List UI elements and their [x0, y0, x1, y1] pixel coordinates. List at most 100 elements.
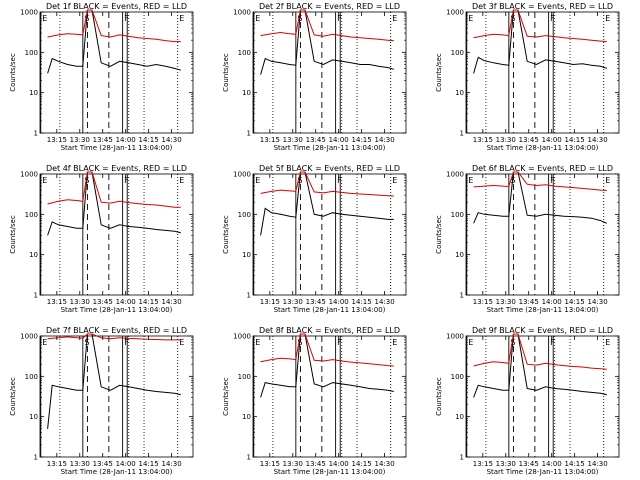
- y-tick-label: 1: [247, 292, 251, 300]
- event-marker-label: E: [605, 176, 610, 185]
- event-marker-label: E: [179, 14, 184, 23]
- x-tick-label: 14:30: [161, 298, 181, 306]
- event-marker-label: E: [392, 14, 397, 23]
- x-tick-label: 14:30: [374, 298, 394, 306]
- y-tick-label: 1000: [233, 171, 251, 179]
- y-tick-label: 10: [242, 89, 251, 97]
- x-tick-label: 13:45: [306, 298, 326, 306]
- y-tick-label: 10: [242, 413, 251, 421]
- event-marker-label: E: [468, 176, 473, 185]
- plot-frame: [252, 173, 407, 296]
- panel-title: Det 2f BLACK = Events, RED = LLD: [259, 2, 400, 11]
- x-tick-label: 13:45: [93, 136, 113, 144]
- x-tick-label: 13:45: [519, 298, 539, 306]
- x-tick-label: 14:30: [374, 136, 394, 144]
- x-tick-label: 14:30: [374, 460, 394, 468]
- y-tick-label: 100: [451, 211, 464, 219]
- x-tick-label: 14:15: [565, 136, 585, 144]
- x-tick-label: 13:30: [496, 136, 516, 144]
- series-line-lld: [260, 9, 394, 42]
- panel-title: Det 8f BLACK = Events, RED = LLD: [259, 326, 400, 335]
- x-axis-label: Start Time (28-Jan-11 13:04:00): [274, 144, 386, 152]
- x-axis-label: Start Time (28-Jan-11 13:04:00): [61, 468, 173, 476]
- x-tick-label: 14:15: [352, 460, 372, 468]
- y-axis-label: Counts/sec: [435, 215, 443, 254]
- plot-frame: [465, 11, 620, 134]
- y-axis-label: Counts/sec: [435, 377, 443, 416]
- x-tick-label: 13:45: [93, 298, 113, 306]
- series-line-events: [473, 333, 607, 398]
- panel-title: Det 5f BLACK = Events, RED = LLD: [259, 164, 400, 173]
- event-marker-label: F: [124, 176, 129, 185]
- x-tick-label: 14:15: [139, 460, 159, 468]
- panel-title: Det 7f BLACK = Events, RED = LLD: [46, 326, 187, 335]
- panel-title: Det 4f BLACK = Events, RED = LLD: [46, 164, 187, 173]
- panel-title: Det 3f BLACK = Events, RED = LLD: [472, 2, 613, 11]
- x-tick-label: 13:45: [306, 460, 326, 468]
- x-tick-label: 14:15: [139, 298, 159, 306]
- x-tick-label: 13:15: [473, 298, 493, 306]
- series-line-events: [47, 333, 181, 429]
- y-tick-label: 10: [455, 413, 464, 421]
- x-tick-label: 14:30: [161, 460, 181, 468]
- x-tick-label: 13:45: [306, 136, 326, 144]
- y-axis-label: Counts/sec: [222, 53, 230, 92]
- event-marker-label: E: [255, 14, 260, 23]
- y-tick-label: 1: [34, 454, 38, 462]
- event-marker-label: F: [124, 338, 129, 347]
- x-axis-label: Start Time (28-Jan-11 13:04:00): [487, 144, 599, 152]
- y-tick-label: 1: [247, 454, 251, 462]
- x-tick-label: 14:00: [329, 298, 349, 306]
- series-line-events: [260, 9, 394, 75]
- x-tick-label: 14:15: [565, 460, 585, 468]
- x-tick-label: 13:15: [260, 136, 280, 144]
- x-tick-label: 14:00: [542, 136, 562, 144]
- event-marker-label: E: [179, 338, 184, 347]
- x-tick-label: 14:00: [116, 298, 136, 306]
- x-tick-label: 14:00: [116, 136, 136, 144]
- y-axis-label: Counts/sec: [435, 53, 443, 92]
- event-marker-label: F: [337, 176, 342, 185]
- y-axis-label: Counts/sec: [9, 377, 17, 416]
- x-tick-label: 13:30: [70, 460, 90, 468]
- series-line-events: [47, 9, 181, 74]
- y-tick-label: 100: [25, 49, 38, 57]
- x-tick-label: 13:45: [519, 460, 539, 468]
- event-marker-label: F: [337, 338, 342, 347]
- plot-frame: [39, 11, 194, 134]
- y-tick-label: 1: [460, 454, 464, 462]
- y-tick-label: 1: [34, 292, 38, 300]
- y-tick-label: 100: [25, 211, 38, 219]
- x-axis-label: Start Time (28-Jan-11 13:04:00): [487, 306, 599, 314]
- plot-frame: [39, 173, 194, 296]
- x-tick-label: 14:00: [329, 460, 349, 468]
- y-tick-label: 10: [242, 251, 251, 259]
- x-tick-label: 13:15: [473, 136, 493, 144]
- panel-title: Det 6f BLACK = Events, RED = LLD: [472, 164, 613, 173]
- event-marker-label: E: [179, 176, 184, 185]
- y-tick-label: 1: [460, 130, 464, 138]
- y-axis-label: Counts/sec: [9, 53, 17, 92]
- y-tick-label: 1000: [20, 333, 38, 341]
- x-axis-label: Start Time (28-Jan-11 13:04:00): [274, 468, 386, 476]
- y-tick-label: 1: [460, 292, 464, 300]
- plot-frame: [465, 335, 620, 458]
- y-tick-label: 1000: [20, 9, 38, 17]
- x-tick-label: 13:30: [496, 298, 516, 306]
- x-tick-label: 13:15: [47, 460, 67, 468]
- y-tick-label: 100: [25, 373, 38, 381]
- event-marker-label: E: [42, 176, 47, 185]
- event-marker-label: E: [392, 176, 397, 185]
- y-tick-label: 1000: [20, 171, 38, 179]
- series-line-lld: [260, 171, 394, 197]
- series-line-lld: [473, 171, 607, 191]
- series-line-lld: [47, 9, 181, 43]
- x-tick-label: 13:45: [519, 136, 539, 144]
- x-axis-label: Start Time (28-Jan-11 13:04:00): [61, 306, 173, 314]
- y-tick-label: 100: [451, 373, 464, 381]
